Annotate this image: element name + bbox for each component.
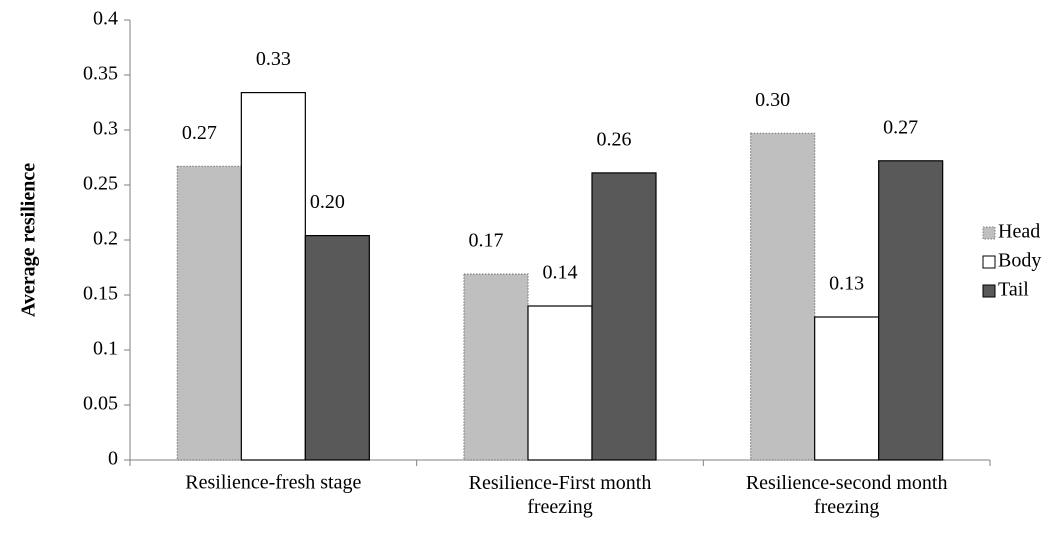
- y-tick-label: 0.4: [93, 8, 118, 30]
- y-tick-label: 0.3: [93, 118, 118, 140]
- data-label: 0.20: [310, 191, 345, 213]
- data-label: 0.14: [543, 262, 578, 284]
- y-tick-label: 0.35: [83, 63, 118, 85]
- legend-swatch: [982, 284, 996, 298]
- y-tick-label: 0: [108, 448, 118, 470]
- legend-swatch: [982, 226, 996, 240]
- data-label: 0.30: [755, 89, 790, 111]
- x-tick-label: Resilience-second month freezing: [746, 472, 948, 518]
- y-axis-label: Average resilience: [18, 163, 40, 317]
- bar: [463, 273, 529, 461]
- bar: [750, 132, 816, 461]
- bar: [240, 91, 306, 461]
- y-tick-label: 0.15: [83, 283, 118, 305]
- bar: [878, 160, 944, 461]
- legend-label: Tail: [998, 279, 1029, 301]
- data-label: 0.17: [469, 230, 504, 252]
- legend-label: Body: [998, 250, 1041, 272]
- legend-swatch: [982, 255, 996, 269]
- bar: [591, 172, 657, 461]
- bar: [304, 235, 370, 461]
- x-tick-label: Resilience-First month freezing: [469, 472, 652, 518]
- bar: [814, 316, 880, 461]
- bar: [527, 305, 593, 461]
- x-tick-label: Resilience-fresh stage: [185, 472, 361, 494]
- y-tick-label: 0.1: [93, 338, 118, 360]
- y-tick-label: 0.2: [93, 228, 118, 250]
- data-label: 0.26: [597, 128, 632, 150]
- y-tick-label: 0.05: [83, 393, 118, 415]
- y-tick-label: 0.25: [83, 173, 118, 195]
- bar: [176, 165, 242, 461]
- legend-label: Head: [998, 221, 1040, 243]
- data-label: 0.27: [182, 122, 217, 144]
- data-label: 0.13: [829, 273, 864, 295]
- data-label: 0.33: [256, 48, 291, 70]
- data-label: 0.27: [883, 116, 918, 138]
